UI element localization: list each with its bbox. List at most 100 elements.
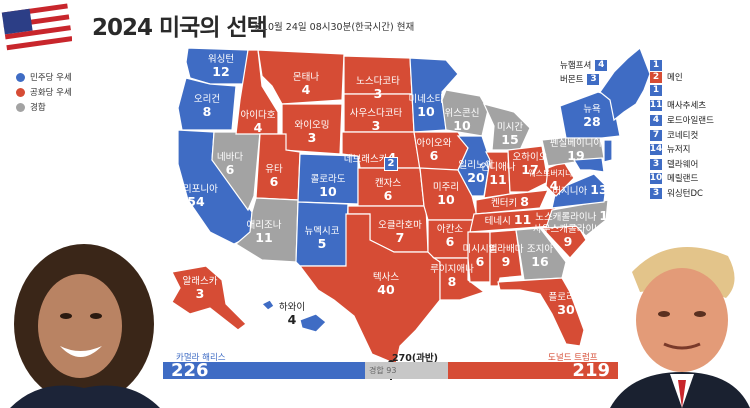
label-sc: 사우스캐롤라이나 9 <box>533 224 603 249</box>
ne-box: 10 <box>649 172 663 184</box>
label-mi: 미시간 15 <box>496 122 524 147</box>
label-wi: 위스콘신 10 <box>444 108 480 133</box>
dem-bar: 226 <box>163 360 365 381</box>
state-nj <box>603 139 613 163</box>
electoral-tally-bar: 226 경합 93 219 <box>163 360 618 381</box>
ne-row-de: 3 델라웨어 <box>650 158 698 170</box>
label-id: 아이다호 4 <box>240 110 276 135</box>
rep-candidate-name: 도널드 트럼프 <box>548 353 598 363</box>
ne-name: 뉴저지 <box>667 145 691 155</box>
state-tx <box>298 213 441 365</box>
ne-left-vt-ev: 3 <box>587 73 600 85</box>
ne-box: 1 <box>650 59 662 71</box>
ne-left-nh: 뉴햄프셔 4 <box>560 59 608 71</box>
label-nc: 노스캐롤라이나 16 <box>535 208 617 223</box>
label-in: 인디애나 11 <box>480 162 516 187</box>
label-mt: 몬태나 4 <box>292 72 320 97</box>
legend-item-rep: 공화당 우세 <box>16 86 72 98</box>
state-ga <box>515 227 567 281</box>
state-wi <box>441 89 489 137</box>
state-or <box>177 77 237 131</box>
ne-row-me-1: 1 <box>650 59 667 71</box>
state-oh <box>507 145 549 193</box>
label-ga: 조지아 16 <box>526 244 554 269</box>
ne-name: 코네티컷 <box>667 131 699 141</box>
ne-box: 4 <box>650 114 662 126</box>
us-flag-icon <box>1 3 72 51</box>
label-sd: 사우스다코타 3 <box>349 108 403 133</box>
ne-box: 3 <box>650 187 662 199</box>
label-il: 일리노이 20 <box>458 160 494 185</box>
ne-district-badge: 2 <box>384 157 398 171</box>
label-ia: 아이오와 6 <box>416 138 452 163</box>
label-ms: 미시시피 6 <box>462 244 498 269</box>
label-wa: 워싱턴 12 <box>207 54 235 79</box>
label-la: 루이지애나 8 <box>430 264 474 289</box>
ne-row-ct: 7 코네티컷 <box>650 129 698 141</box>
ne-row-dc: 3 워싱턴DC <box>650 187 703 199</box>
legend-dem-label: 민주당 우세 <box>30 73 72 83</box>
state-ny <box>559 91 621 139</box>
state-nc <box>545 199 609 237</box>
toss-label: 경합 93 <box>369 366 397 375</box>
ne-left-vt-name: 버몬트 <box>560 75 584 85</box>
label-ky: 켄터키 8 <box>491 194 529 209</box>
ne-box: 14 <box>649 143 663 155</box>
label-wy: 와이오밍 3 <box>294 120 330 145</box>
label-ak: 알래스카 3 <box>182 276 218 301</box>
trump-photo <box>610 247 750 408</box>
legend-rep-label: 공화당 우세 <box>30 88 72 98</box>
state-fl <box>497 277 585 347</box>
ne-name: 메인 <box>667 73 683 83</box>
page-title: 2024 미국의 선택 <box>92 15 268 41</box>
dem-candidate-name: 카멀라 해리스 <box>176 353 226 363</box>
timestamp-note: ※10월 24일 08시30분(한국시간) 현재 <box>254 22 415 33</box>
label-nd: 노스다코타 3 <box>356 76 400 101</box>
legend-item-toss: 경합 <box>16 101 46 113</box>
label-pa: 펜실베이니아 19 <box>549 138 603 163</box>
ne-row-me: 2 메인 <box>650 71 683 83</box>
ne-box: 7 <box>650 129 662 141</box>
label-mo: 미주리 10 <box>432 182 460 207</box>
ne-box: 1 <box>650 84 662 96</box>
rep-votes: 219 <box>572 360 610 381</box>
ne-row-nj: 14 뉴저지 <box>650 143 690 155</box>
label-ny: 뉴욕 28 <box>583 104 601 129</box>
ne-name: 메릴랜드 <box>667 174 699 184</box>
ne-left-vt: 버몬트 3 <box>560 73 600 85</box>
legend-item-dem: 민주당 우세 <box>16 71 72 83</box>
label-az: 애리조나 11 <box>246 220 282 245</box>
label-wv: 웨스트버지니아 4 <box>528 169 580 193</box>
legend-rep-swatch <box>16 87 25 97</box>
ne-row-me-2: 1 <box>650 84 667 96</box>
label-ca: 캘리포니아 54 <box>174 184 218 209</box>
ne-left-nh-name: 뉴햄프셔 <box>560 61 592 71</box>
label-ut: 유타 6 <box>265 164 283 189</box>
dem-votes: 226 <box>171 360 209 381</box>
label-tx: 텍사스 40 <box>372 272 400 297</box>
label-oh: 오하이오 17 <box>512 152 548 177</box>
label-ar: 아칸소 6 <box>436 224 464 249</box>
legend-dem-swatch <box>16 72 25 82</box>
ne-name: 델라웨어 <box>667 160 699 170</box>
ne-row-md: 10 메릴랜드 <box>650 172 698 184</box>
ne-row-ri: 4 로드아일랜드 <box>650 114 714 126</box>
ne-row-ma: 11 매사추세츠 <box>650 99 706 111</box>
label-nm: 뉴멕시코 5 <box>304 226 340 251</box>
rep-bar: 219 <box>448 360 618 381</box>
label-al: 앨라배마 9 <box>488 244 524 269</box>
state-ak <box>171 265 247 331</box>
state-il <box>456 135 491 197</box>
label-hi: 하와이 4 <box>278 302 306 327</box>
label-mn: 미네소타 10 <box>408 94 444 119</box>
legend-toss-label: 경합 <box>30 103 46 113</box>
state-hi-1 <box>260 299 275 311</box>
label-nv: 네바다 6 <box>216 152 244 177</box>
ne-name: 로드아일랜드 <box>667 116 714 126</box>
ne-left-nh-ev: 4 <box>595 59 608 71</box>
label-va: 버지니아 13 <box>552 182 608 197</box>
state-md <box>572 157 605 173</box>
label-co: 콜로라도 10 <box>310 174 346 199</box>
label-fl: 플로리다 30 <box>548 292 584 317</box>
